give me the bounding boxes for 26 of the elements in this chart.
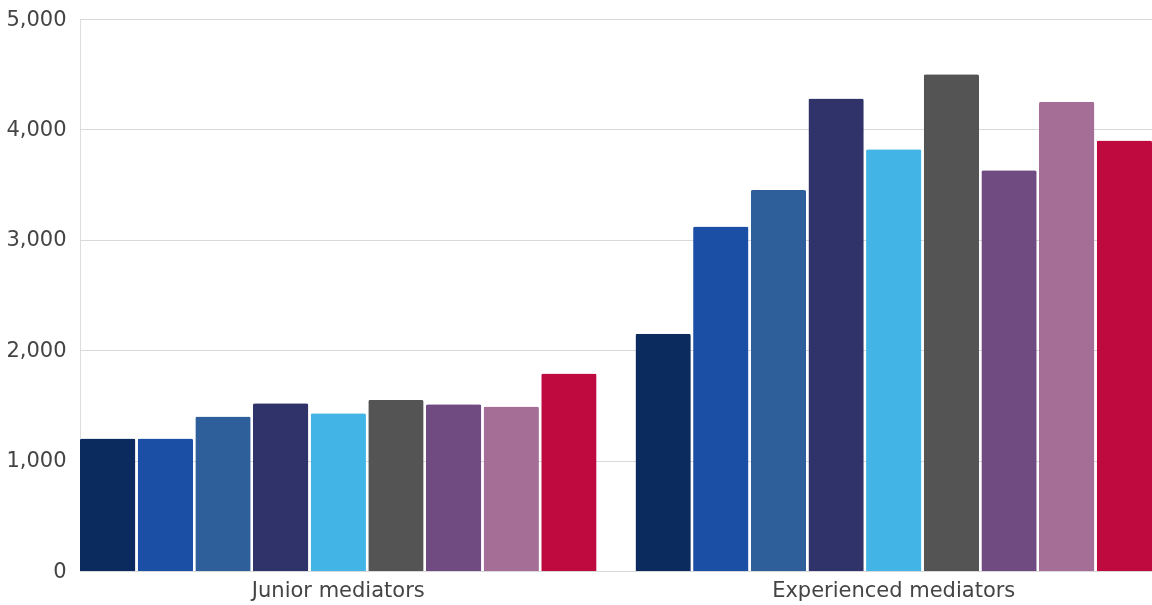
- y-tick-label: 0: [53, 558, 67, 583]
- bar: [483, 406, 539, 571]
- bar: [981, 170, 1037, 571]
- bar: [541, 373, 597, 571]
- bar: [195, 416, 251, 571]
- x-tick-label: Experienced mediators: [772, 577, 1016, 602]
- bar: [252, 403, 309, 571]
- bar: [866, 149, 922, 571]
- bar: [137, 438, 193, 571]
- bar: [693, 226, 749, 571]
- y-tick-label: 5,000: [6, 6, 67, 31]
- y-tick-label: 3,000: [6, 227, 67, 252]
- bar: [808, 98, 864, 571]
- bar: [750, 190, 807, 571]
- bar: [80, 438, 136, 571]
- bar: [1096, 140, 1152, 571]
- bar: [923, 74, 980, 571]
- bar: [1039, 101, 1095, 571]
- y-tick-label: 1,000: [6, 448, 67, 473]
- bar: [635, 333, 691, 571]
- bar: [368, 399, 424, 571]
- x-tick-label: Junior mediators: [249, 577, 425, 602]
- y-tick-label: 4,000: [6, 116, 67, 141]
- bar: [425, 404, 482, 571]
- bar: [310, 413, 366, 571]
- y-tick-label: 2,000: [6, 337, 67, 362]
